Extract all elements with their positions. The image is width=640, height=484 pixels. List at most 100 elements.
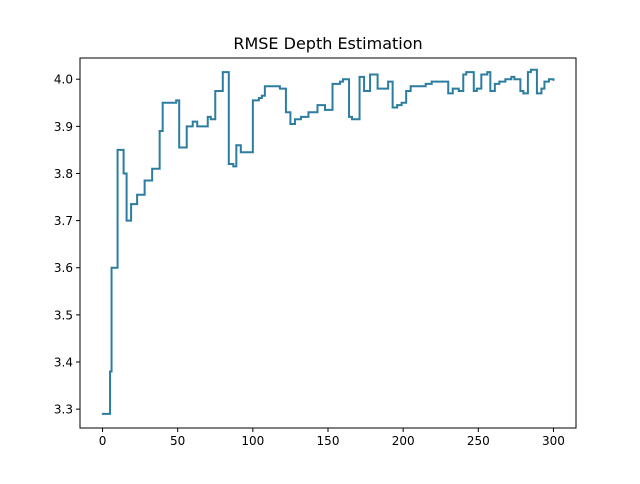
rmse-data-point — [239, 151, 242, 154]
rmse-data-point — [379, 87, 382, 90]
x-tick-label: 50 — [170, 434, 185, 448]
y-tick-label: 3.7 — [54, 214, 73, 228]
rmse-data-point — [493, 83, 496, 85]
rmse-data-point — [530, 68, 532, 71]
rmse-data-point — [540, 87, 543, 90]
rmse-data-point — [339, 80, 341, 83]
rmse-data-point — [465, 71, 468, 74]
rmse-data-point — [122, 172, 125, 175]
plot-area-frame — [79, 57, 577, 429]
rmse-data-point — [405, 90, 408, 92]
rmse-data-point — [185, 125, 188, 128]
rmse-data-point — [235, 144, 238, 147]
rmse-data-point — [158, 130, 161, 132]
y-tick-label: 3.3 — [54, 403, 73, 417]
rmse-data-point — [348, 116, 350, 118]
rmse-data-point — [504, 78, 507, 81]
rmse-data-point — [232, 165, 235, 168]
rmse-data-point — [285, 111, 287, 114]
rmse-data-point — [376, 87, 379, 90]
rmse-data-point — [221, 71, 224, 74]
x-tick-label: 250 — [467, 434, 490, 448]
y-tick-label: 3.6 — [54, 261, 73, 275]
x-tick-label: 200 — [392, 434, 415, 448]
rmse-data-point — [536, 92, 538, 95]
rmse-data-point — [522, 92, 525, 95]
x-tick-label: 300 — [542, 434, 565, 448]
rmse-data-point — [396, 104, 399, 107]
rmse-data-point — [143, 179, 146, 182]
rmse-data-point — [109, 370, 111, 373]
x-tick-label: 100 — [241, 434, 264, 448]
rmse-data-point — [251, 99, 254, 102]
rmse-data-point — [178, 146, 181, 149]
rmse-data-point — [257, 97, 260, 99]
rmse-data-point — [136, 193, 139, 196]
rmse-data-point — [472, 90, 475, 92]
rmse-data-point — [161, 101, 164, 104]
ticks-layer: 0 50 100 150 200 250 300 3.3 3.4 3.5 3.6 3.7 3.8 3.9 4… — [54, 73, 565, 448]
rmse-data-point — [130, 203, 133, 206]
rmse-data-point — [430, 80, 433, 83]
rmse-data-point — [447, 92, 450, 95]
rmse-data-point — [125, 219, 128, 222]
y-tick-label: 3.8 — [54, 167, 73, 181]
rmse-data-point — [451, 87, 454, 90]
rmse-data-point — [206, 116, 209, 118]
rmse-data-point — [435, 80, 438, 83]
rmse-data-point — [151, 167, 154, 170]
rmse-data-point — [400, 101, 403, 104]
rmse-data-point — [510, 75, 513, 78]
rmse-data-point — [263, 85, 266, 88]
rmse-data-point — [387, 80, 390, 83]
rmse-data-point — [480, 73, 483, 76]
rmse-data-point — [316, 104, 319, 107]
rmse-data-point — [475, 87, 478, 90]
y-tick-label: 3.4 — [54, 356, 73, 370]
chart-title: RMSE Depth Estimation — [233, 34, 422, 53]
rmse-data-point — [519, 90, 522, 92]
series-layer — [101, 68, 555, 415]
rmse-data-point — [331, 83, 334, 85]
rmse-data-point — [260, 94, 263, 97]
rmse-data-point — [363, 90, 365, 92]
rmse-data-point — [101, 412, 104, 415]
x-tick-label: 0 — [99, 434, 107, 448]
rmse-data-point — [196, 125, 199, 128]
rmse-data-point — [441, 80, 444, 83]
rmse-data-point — [409, 85, 412, 88]
rmse-data-point — [552, 79, 555, 82]
rmse-data-point — [279, 87, 281, 90]
y-tick-label: 4.0 — [54, 73, 73, 87]
rmse-data-point — [424, 83, 427, 85]
rmse-data-point — [214, 90, 217, 92]
rmse-data-point — [527, 71, 529, 74]
rmse-data-point — [289, 123, 292, 125]
rmse-data-point — [369, 73, 371, 76]
rmse-data-point — [227, 163, 230, 165]
rmse-data-point — [294, 118, 296, 121]
y-tick-label: 3.5 — [54, 308, 73, 322]
rmse-data-point — [307, 111, 310, 114]
rmse-data-point — [351, 118, 353, 121]
rmse-data-point — [372, 73, 374, 76]
rmse-data-point — [175, 99, 178, 102]
y-tick-label: 3.9 — [54, 120, 73, 134]
rmse-data-point — [391, 106, 394, 109]
rmse-data-point — [489, 90, 492, 92]
rmse-data-point — [513, 78, 516, 81]
rmse-data-point — [342, 78, 344, 81]
rmse-data-point — [116, 149, 119, 151]
rmse-data-point — [271, 85, 274, 88]
rmse-data-point — [548, 78, 550, 81]
rmse-series-line — [102, 68, 555, 415]
rmse-data-point — [209, 118, 212, 121]
rmse-data-point — [300, 116, 302, 118]
rmse-data-point — [358, 75, 361, 78]
rmse-data-point — [457, 90, 460, 92]
rmse-data-point — [498, 80, 501, 83]
rmse-data-point — [462, 73, 465, 76]
rmse-data-point — [324, 108, 326, 111]
